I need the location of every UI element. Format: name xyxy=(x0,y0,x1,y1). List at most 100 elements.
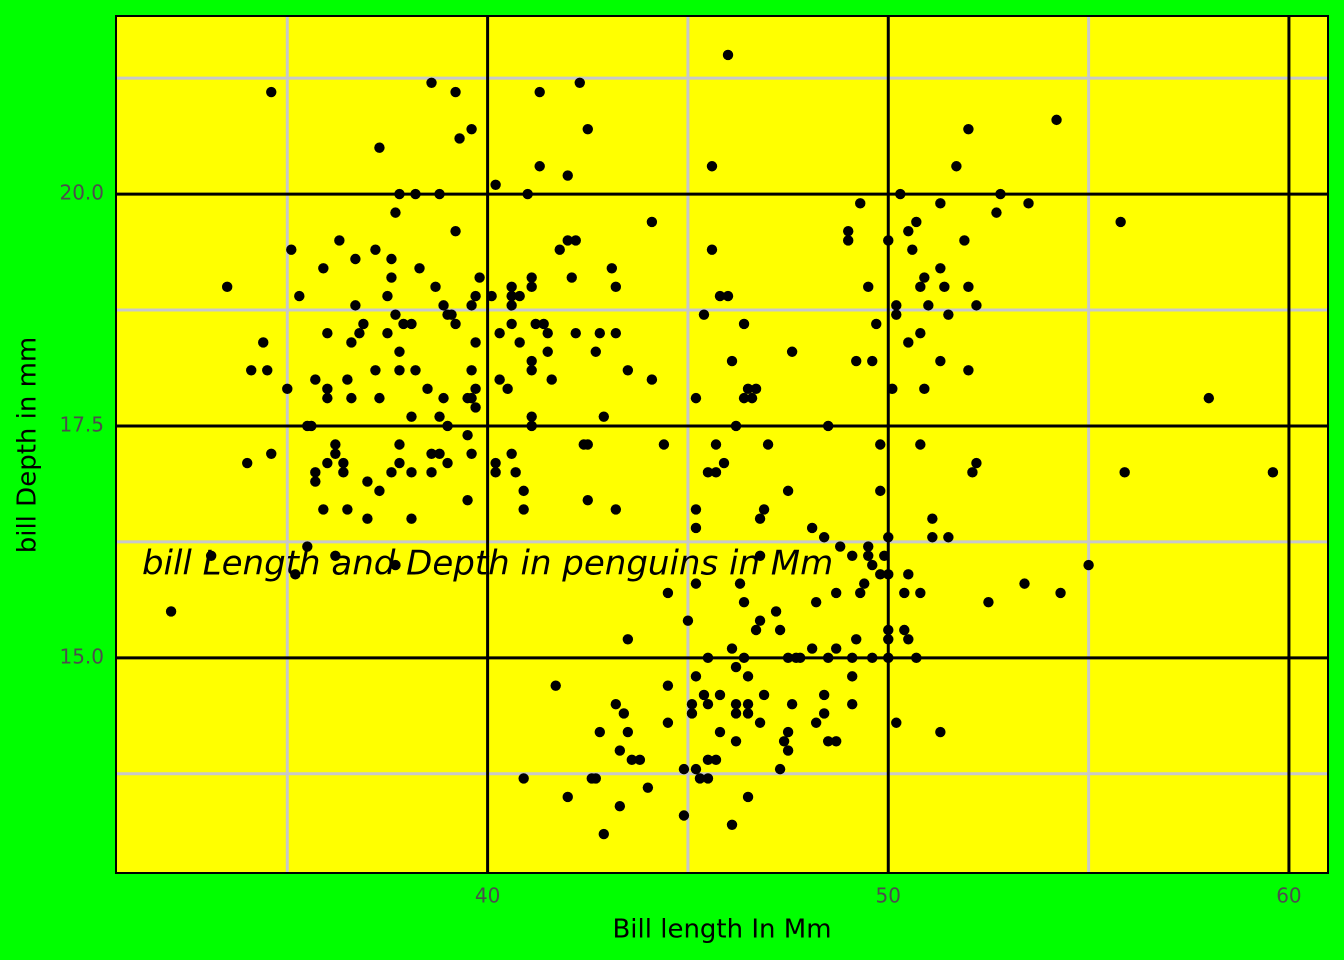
point xyxy=(598,828,610,840)
point xyxy=(546,374,557,385)
point xyxy=(919,383,930,395)
point xyxy=(750,383,762,395)
point xyxy=(690,578,702,589)
point xyxy=(562,235,573,246)
point xyxy=(830,736,842,747)
point xyxy=(470,402,481,413)
point xyxy=(610,698,622,710)
point xyxy=(390,309,401,320)
point xyxy=(598,411,610,422)
point xyxy=(738,392,750,404)
point xyxy=(442,457,453,469)
point xyxy=(662,680,674,691)
point xyxy=(594,328,605,339)
point xyxy=(710,754,722,766)
x-tick-label: 60 xyxy=(1276,884,1301,908)
point xyxy=(205,550,217,561)
point xyxy=(818,532,830,543)
point xyxy=(350,253,361,265)
point xyxy=(538,318,549,330)
point xyxy=(622,634,634,645)
point xyxy=(754,615,766,626)
point xyxy=(818,708,830,719)
point xyxy=(1023,198,1034,209)
point xyxy=(410,365,421,376)
point xyxy=(927,513,938,524)
y-axis-title: bill Depth in mm xyxy=(13,337,43,554)
point xyxy=(742,791,754,803)
point xyxy=(362,476,373,487)
point xyxy=(1051,114,1062,126)
point xyxy=(690,671,702,682)
point xyxy=(614,801,626,812)
point xyxy=(562,170,573,181)
point xyxy=(706,244,718,255)
point xyxy=(450,86,461,98)
point xyxy=(454,133,465,144)
point xyxy=(582,439,593,450)
point xyxy=(1115,216,1126,228)
point xyxy=(506,281,517,293)
point xyxy=(730,661,742,673)
point xyxy=(879,550,890,561)
point xyxy=(943,309,954,320)
point xyxy=(221,281,233,293)
point xyxy=(658,439,670,450)
point xyxy=(470,290,481,302)
point xyxy=(610,328,622,339)
annotation: bill Length and Depth in penguins in Mm xyxy=(142,544,833,584)
point xyxy=(338,457,349,469)
point xyxy=(526,365,537,376)
point xyxy=(863,550,874,561)
point xyxy=(570,235,581,246)
point xyxy=(782,485,794,497)
point xyxy=(682,615,694,626)
point xyxy=(963,365,974,376)
point xyxy=(995,188,1006,200)
point xyxy=(690,504,702,515)
point xyxy=(582,123,593,135)
point xyxy=(1083,559,1094,571)
point xyxy=(370,365,381,376)
point xyxy=(726,819,738,830)
point xyxy=(903,634,914,645)
point xyxy=(959,235,970,246)
point xyxy=(758,689,770,701)
point xyxy=(470,383,481,395)
point xyxy=(810,596,822,608)
point xyxy=(702,773,714,784)
point xyxy=(935,726,946,738)
point xyxy=(883,569,894,580)
point xyxy=(450,225,461,237)
point xyxy=(506,448,517,459)
point xyxy=(622,365,634,376)
points xyxy=(165,49,1279,840)
point xyxy=(510,467,521,478)
point xyxy=(506,318,517,330)
point xyxy=(851,355,862,367)
point xyxy=(282,383,293,395)
point xyxy=(434,448,445,459)
point xyxy=(867,355,878,367)
point xyxy=(778,736,790,747)
point xyxy=(899,587,910,599)
point xyxy=(939,281,950,293)
point xyxy=(486,290,497,302)
point xyxy=(702,698,714,710)
point xyxy=(590,773,601,784)
point xyxy=(875,485,886,497)
point xyxy=(951,161,962,172)
point xyxy=(706,161,718,172)
point xyxy=(983,596,994,608)
point xyxy=(718,457,730,469)
point xyxy=(867,652,878,664)
point xyxy=(466,123,477,135)
point xyxy=(406,513,417,524)
point xyxy=(927,532,938,543)
panel xyxy=(116,16,1328,873)
point xyxy=(774,763,786,775)
point xyxy=(470,337,481,348)
point xyxy=(871,318,882,330)
point xyxy=(710,467,722,478)
